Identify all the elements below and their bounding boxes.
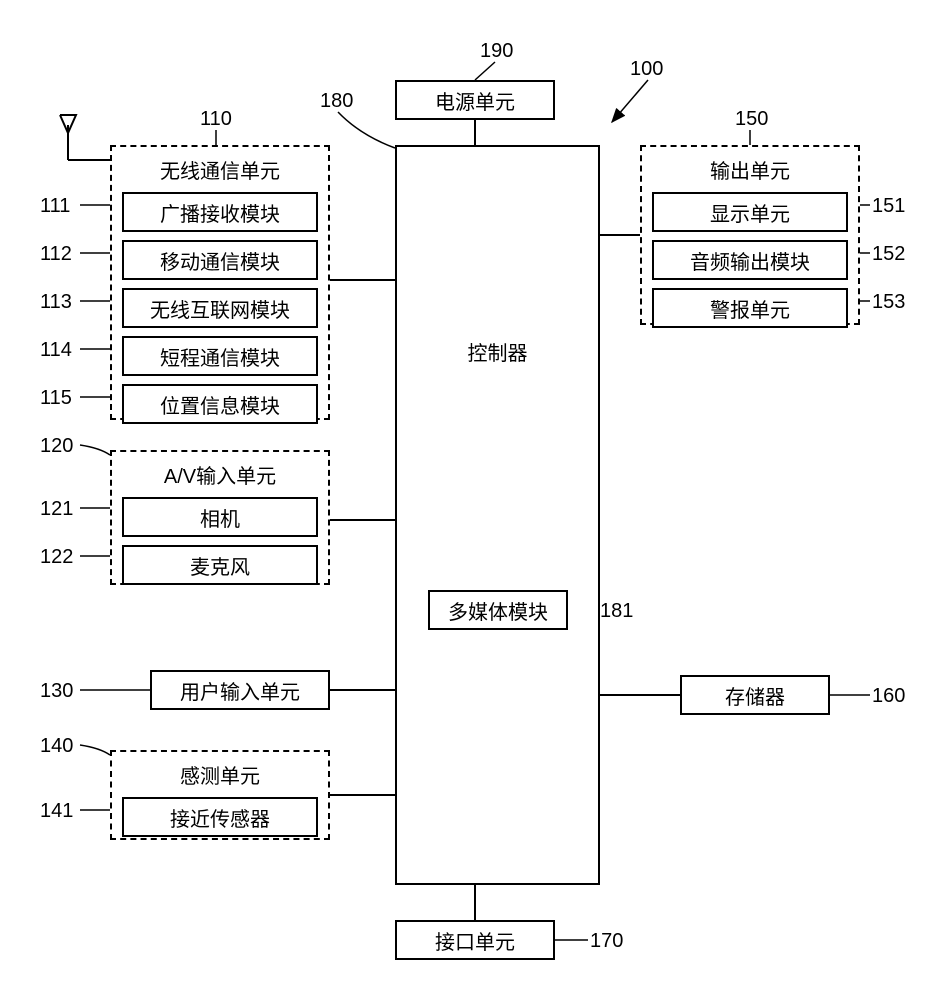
- mobile-comm-module: 移动通信模块: [122, 240, 318, 280]
- output-unit-title: 输出单元: [652, 155, 848, 184]
- broadcast-recv-module: 广播接收模块: [122, 192, 318, 232]
- short-range-comm-module: 短程通信模块: [122, 336, 318, 376]
- ref-150: 150: [735, 108, 768, 131]
- ref-151: 151: [872, 195, 905, 218]
- controller-label: 控制器: [468, 337, 528, 366]
- ref-190: 190: [480, 40, 513, 63]
- power-unit-block: 电源单元: [395, 80, 555, 120]
- ref-170: 170: [590, 930, 623, 953]
- ref-110: 110: [200, 108, 232, 131]
- camera-label: 相机: [200, 503, 240, 532]
- wireless-comm-unit-title: 无线通信单元: [122, 155, 318, 184]
- user-input-unit-block: 用户输入单元: [150, 670, 330, 710]
- user-input-unit-label: 用户输入单元: [180, 676, 300, 705]
- ref-180: 180: [320, 90, 353, 113]
- ref-160: 160: [872, 685, 905, 708]
- mobile-comm-label: 移动通信模块: [160, 246, 280, 275]
- location-info-label: 位置信息模块: [160, 390, 280, 419]
- short-range-comm-label: 短程通信模块: [160, 342, 280, 371]
- controller-block: 控制器: [395, 145, 600, 885]
- audio-output-label: 音频输出模块: [690, 246, 810, 275]
- display-unit-label: 显示单元: [710, 198, 790, 227]
- proximity-sensor-module: 接近传感器: [122, 797, 318, 837]
- ref-130: 130: [40, 680, 73, 703]
- ref-111: 111: [40, 195, 70, 218]
- ref-141: 141: [40, 800, 73, 823]
- camera-module: 相机: [122, 497, 318, 537]
- microphone-module: 麦克风: [122, 545, 318, 585]
- broadcast-recv-label: 广播接收模块: [160, 198, 280, 227]
- multimedia-module-block: 多媒体模块: [428, 590, 568, 630]
- display-unit-module: 显示单元: [652, 192, 848, 232]
- memory-block: 存储器: [680, 675, 830, 715]
- multimedia-module-label: 多媒体模块: [448, 596, 548, 625]
- microphone-label: 麦克风: [190, 551, 250, 580]
- proximity-sensor-label: 接近传感器: [170, 803, 270, 832]
- wireless-internet-label: 无线互联网模块: [150, 294, 290, 323]
- wireless-internet-module: 无线互联网模块: [122, 288, 318, 328]
- wireless-comm-unit-block: 无线通信单元 广播接收模块 移动通信模块 无线互联网模块 短程通信模块 位置信息…: [110, 145, 330, 420]
- ref-153: 153: [872, 291, 905, 314]
- power-unit-label: 电源单元: [435, 86, 515, 115]
- ref-140: 140: [40, 735, 73, 758]
- ref-181: 181: [600, 600, 633, 623]
- interface-unit-block: 接口单元: [395, 920, 555, 960]
- av-input-unit-block: A/V输入单元 相机 麦克风: [110, 450, 330, 585]
- memory-label: 存储器: [725, 681, 785, 710]
- ref-121: 121: [40, 498, 73, 521]
- ref-152: 152: [872, 243, 905, 266]
- alarm-unit-module: 警报单元: [652, 288, 848, 328]
- output-unit-block: 输出单元 显示单元 音频输出模块 警报单元: [640, 145, 860, 325]
- interface-unit-label: 接口单元: [435, 926, 515, 955]
- sensing-unit-title: 感测单元: [122, 760, 318, 789]
- ref-120: 120: [40, 435, 73, 458]
- ref-113: 113: [40, 291, 72, 314]
- ref-112: 112: [40, 243, 72, 266]
- ref-114: 114: [40, 339, 72, 362]
- ref-122: 122: [40, 546, 73, 569]
- alarm-unit-label: 警报单元: [710, 294, 790, 323]
- ref-100: 100: [630, 58, 663, 81]
- av-input-unit-title: A/V输入单元: [122, 460, 318, 489]
- ref-115: 115: [40, 387, 72, 410]
- sensing-unit-block: 感测单元 接近传感器: [110, 750, 330, 840]
- audio-output-module: 音频输出模块: [652, 240, 848, 280]
- location-info-module: 位置信息模块: [122, 384, 318, 424]
